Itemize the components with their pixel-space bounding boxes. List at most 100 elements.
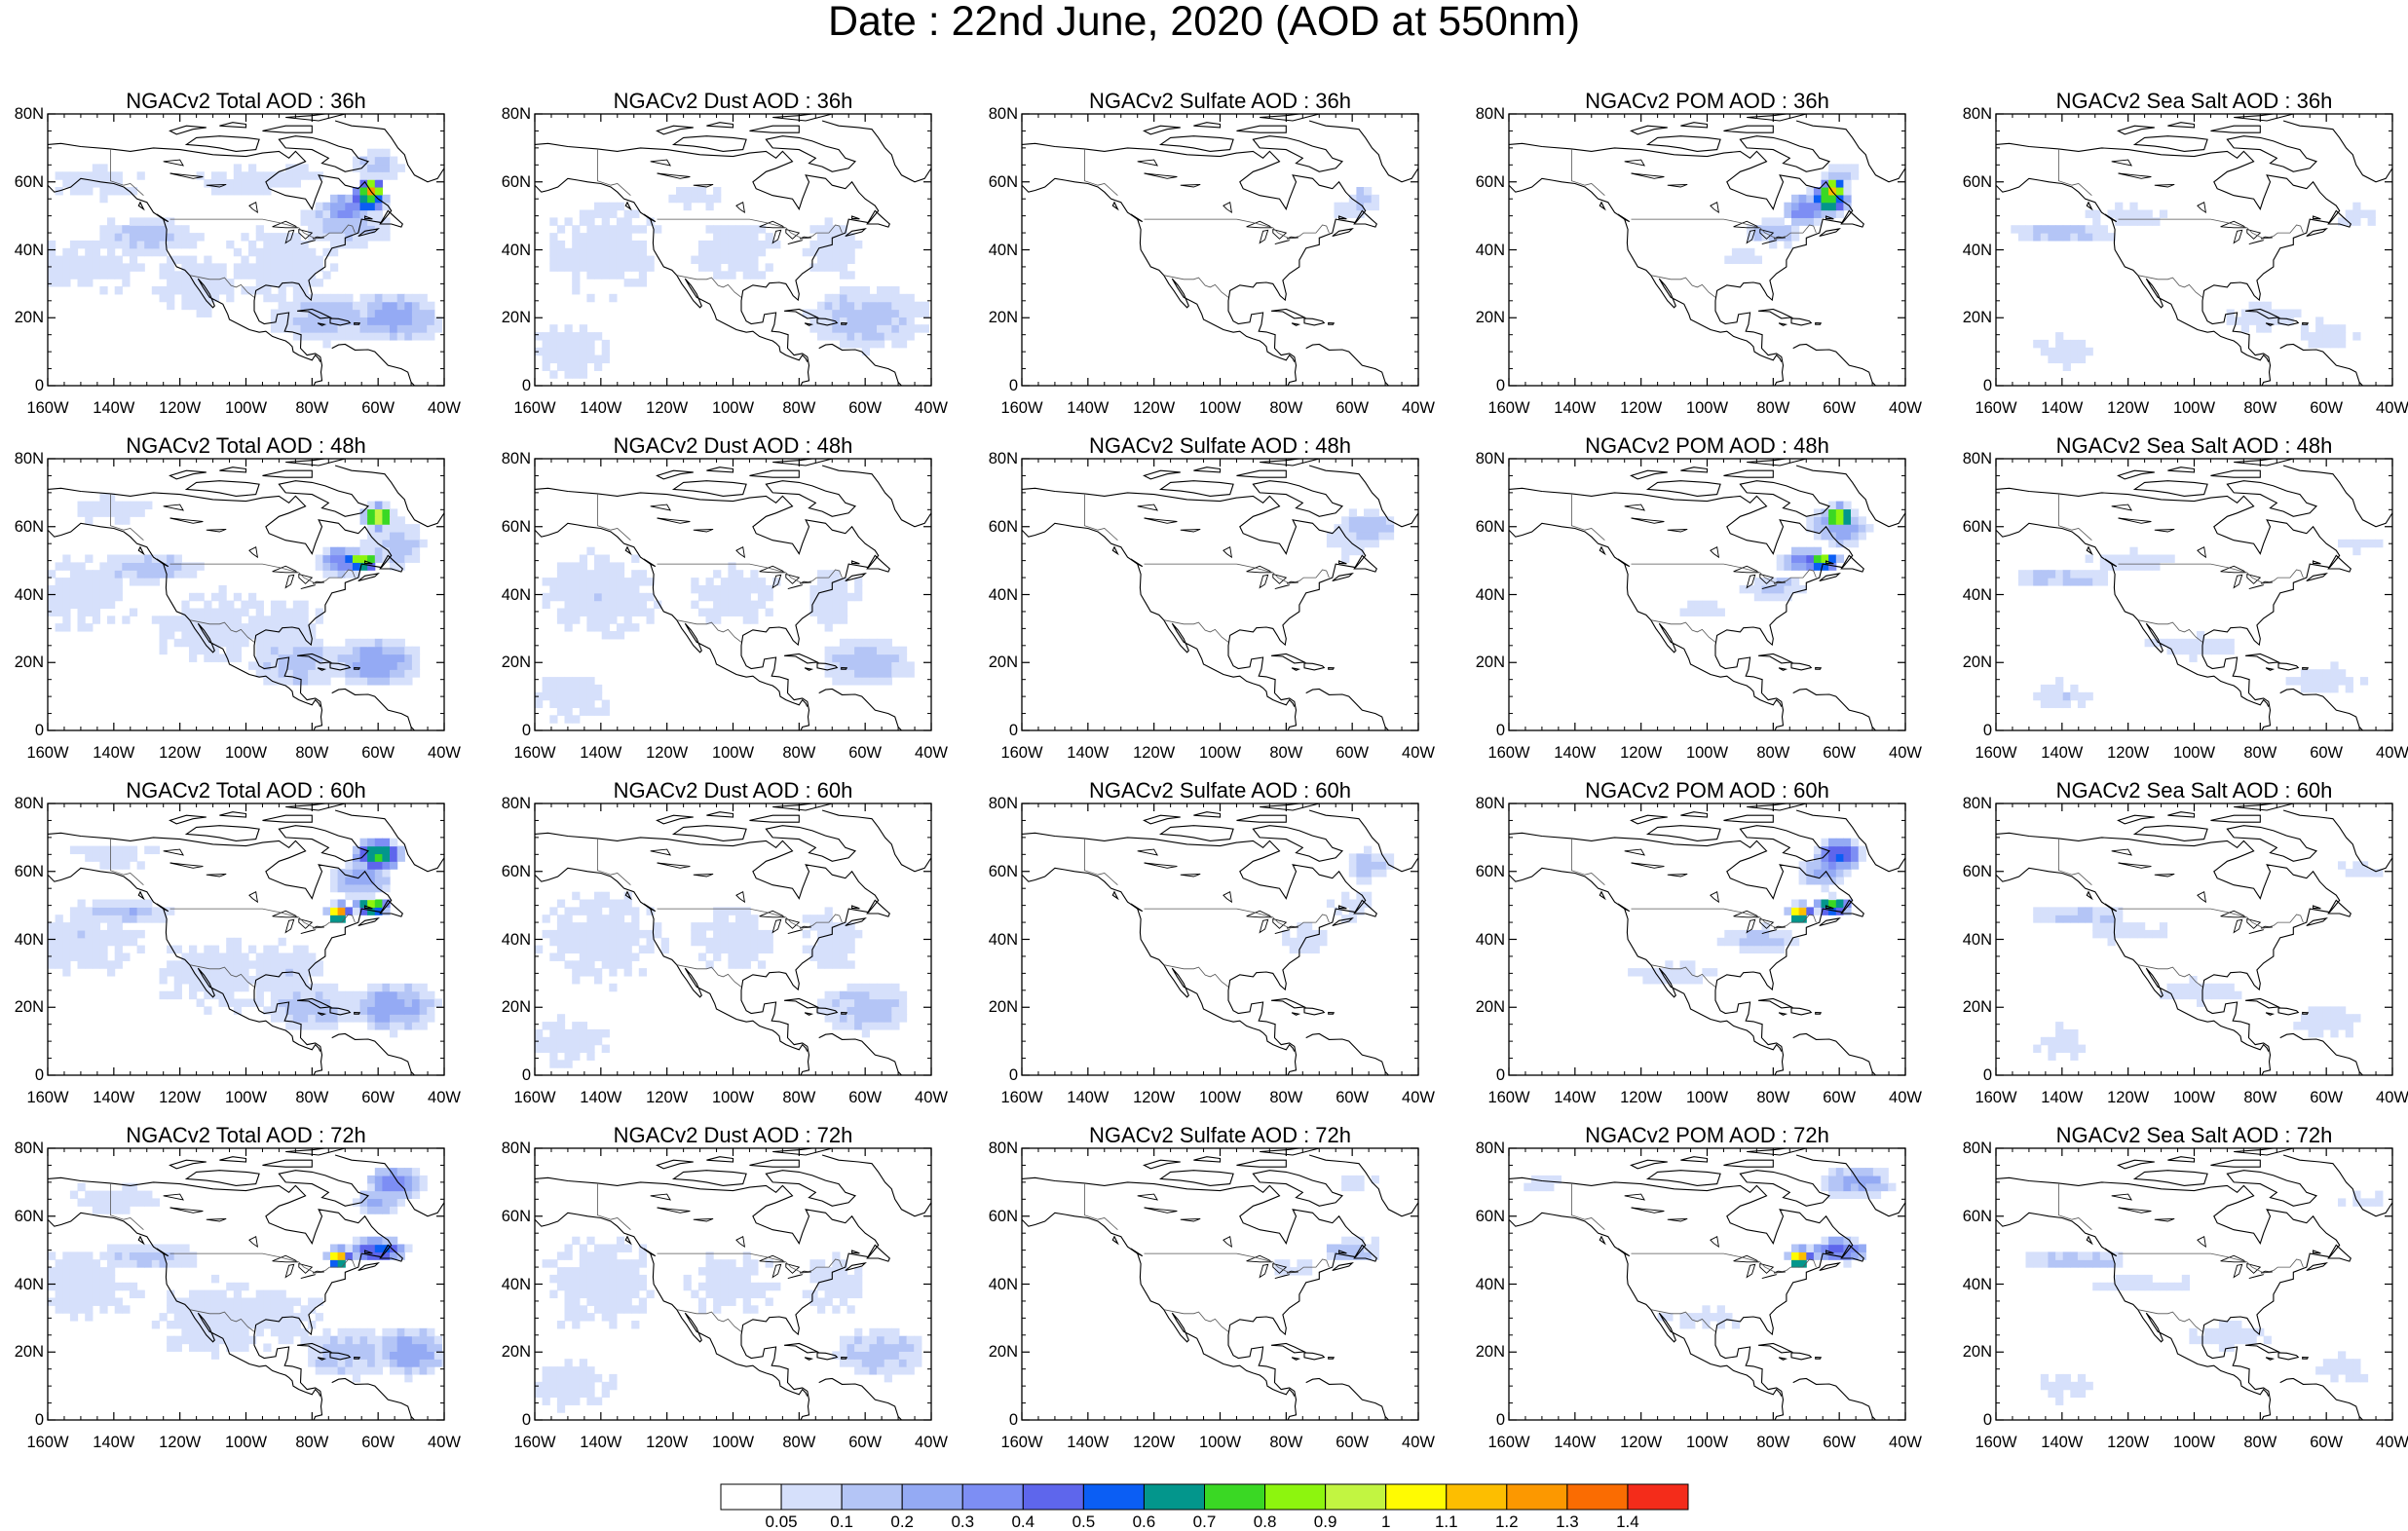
panel-title: NGACv2 Sea Salt AOD : 60h — [2055, 778, 2333, 803]
lat-label: 40N — [501, 930, 531, 949]
lat-label: 0 — [1495, 722, 1505, 739]
lon-label: 100W — [711, 744, 755, 762]
lat-label: 20N — [1962, 653, 1992, 672]
lon-label: 120W — [1133, 1089, 1176, 1106]
colorbar-label: 0.05 — [765, 1512, 798, 1531]
coastline — [1509, 114, 1905, 386]
lon-label: 60W — [1336, 744, 1370, 762]
coastline — [1509, 459, 1905, 730]
map-panel — [1021, 458, 1419, 731]
lat-label: 0 — [521, 722, 531, 739]
colorbar — [720, 1483, 1689, 1511]
lat-label: 40N — [988, 585, 1018, 604]
lon-label: 100W — [1685, 744, 1729, 762]
lon-label: 140W — [1554, 1089, 1597, 1106]
lon-label: 160W — [1487, 1434, 1530, 1451]
page-title: Date : 22nd June, 2020 (AOD at 550nm) — [827, 0, 1581, 45]
panel-title: NGACv2 Sea Salt AOD : 48h — [2055, 433, 2333, 458]
lon-label: 140W — [93, 1089, 135, 1106]
map-frame — [1021, 113, 1419, 387]
panel-title: NGACv2 Dust AOD : 72h — [613, 1123, 853, 1147]
lat-label: 80N — [1475, 450, 1505, 467]
lon-label: 80W — [295, 744, 329, 762]
lon-label: 100W — [1198, 1089, 1242, 1106]
map-panel — [47, 113, 445, 387]
coastline — [535, 803, 931, 1075]
lon-label: 60W — [848, 399, 883, 417]
colorbar-label: 0.6 — [1132, 1512, 1156, 1531]
panel-title: NGACv2 Dust AOD : 36h — [613, 89, 853, 113]
lat-label: 80N — [1475, 795, 1505, 812]
lon-label: 40W — [2376, 744, 2408, 762]
lon-label: 140W — [1554, 744, 1597, 762]
lat-label: 20N — [14, 309, 44, 327]
panel-title: NGACv2 POM AOD : 36h — [1585, 89, 1829, 113]
lon-label: 60W — [848, 1089, 883, 1106]
lon-label: 140W — [1067, 399, 1110, 417]
map-panel — [1508, 803, 1906, 1076]
lon-label: 140W — [1554, 1434, 1597, 1451]
lat-label: 40N — [1475, 241, 1505, 259]
lat-label: 20N — [988, 653, 1018, 672]
lon-label: 100W — [711, 1434, 755, 1451]
lon-label: 80W — [1756, 744, 1790, 762]
aod-field — [1274, 1175, 1379, 1276]
map-panel — [1508, 1147, 1906, 1421]
lon-label: 140W — [93, 399, 135, 417]
lon-label: 60W — [2310, 1434, 2344, 1451]
lat-label: 20N — [501, 653, 531, 672]
lon-label: 160W — [513, 399, 556, 417]
lat-label: 20N — [1475, 1343, 1505, 1362]
lat-label: 0 — [1008, 1411, 1018, 1429]
lon-label: 160W — [26, 1089, 69, 1106]
colorbar-box — [1143, 1483, 1205, 1511]
lon-label: 160W — [1487, 744, 1530, 762]
panel-title: NGACv2 Dust AOD : 60h — [613, 778, 853, 803]
colorbar-box — [1385, 1483, 1448, 1511]
lat-label: 40N — [14, 930, 44, 949]
map-panel — [1021, 1147, 1419, 1421]
lon-label: 80W — [2243, 744, 2277, 762]
panel-title: NGACv2 Sulfate AOD : 72h — [1088, 1123, 1352, 1147]
map-frame — [1021, 803, 1419, 1076]
map-frame — [1508, 113, 1906, 387]
lat-label: 80N — [1475, 1139, 1505, 1157]
panel-title: NGACv2 POM AOD : 48h — [1585, 433, 1829, 458]
lat-label: 20N — [1962, 309, 1992, 327]
panel-title: NGACv2 Total AOD : 48h — [126, 433, 366, 458]
lat-label: 40N — [14, 1275, 44, 1293]
lon-label: 160W — [513, 1434, 556, 1451]
lon-label: 120W — [159, 399, 202, 417]
coastline — [1996, 1148, 2392, 1420]
country-borders — [1084, 838, 1330, 988]
coastline — [1022, 114, 1418, 386]
country-borders — [110, 1182, 356, 1332]
country-borders — [597, 1182, 843, 1332]
colorbar-label: 1.1 — [1434, 1512, 1458, 1531]
lat-label: 80N — [501, 105, 531, 123]
aod-field — [535, 187, 930, 379]
lat-label: 80N — [1962, 105, 1992, 123]
map-panel — [534, 458, 932, 731]
lat-label: 60N — [14, 1207, 44, 1225]
lat-label: 60N — [501, 172, 531, 191]
lon-label: 140W — [1554, 399, 1597, 417]
lat-label: 40N — [501, 241, 531, 259]
lat-label: 40N — [1962, 241, 1992, 259]
map-panel — [1508, 113, 1906, 387]
lon-label: 160W — [26, 744, 69, 762]
coastline — [1996, 114, 2392, 386]
lon-label: 40W — [428, 1434, 461, 1451]
lat-label: 0 — [34, 722, 44, 739]
colorbar-label: 0.7 — [1192, 1512, 1217, 1531]
lon-label: 60W — [2310, 399, 2344, 417]
lon-label: 40W — [1402, 1434, 1435, 1451]
lat-label: 80N — [1962, 450, 1992, 467]
country-borders — [597, 838, 843, 988]
aod-field — [535, 1236, 922, 1413]
lat-label: 80N — [1962, 795, 1992, 812]
lat-label: 0 — [1982, 1066, 1992, 1084]
lon-label: 40W — [428, 744, 461, 762]
lon-label: 120W — [1620, 1089, 1663, 1106]
lat-label: 0 — [521, 377, 531, 394]
